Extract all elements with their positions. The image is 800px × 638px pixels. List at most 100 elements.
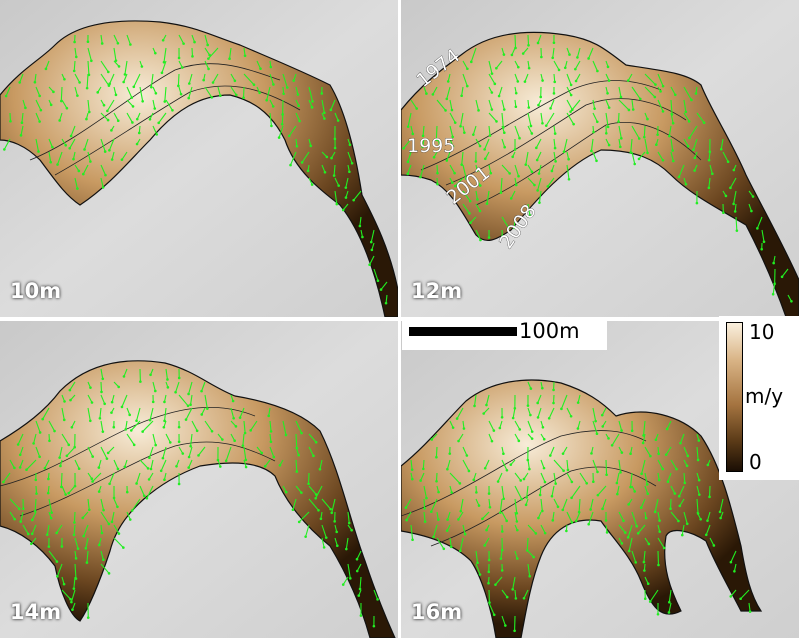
velocity-arrow bbox=[548, 407, 555, 419]
velocity-arrow-head bbox=[550, 494, 554, 498]
velocity-arrow bbox=[48, 550, 58, 562]
velocity-arrow-head bbox=[177, 482, 181, 486]
velocity-arrow-head bbox=[284, 490, 288, 494]
velocity-arrow bbox=[538, 164, 542, 174]
velocity-arrow-head bbox=[219, 465, 222, 468]
velocity-arrow bbox=[100, 164, 106, 176]
velocity-arrow bbox=[410, 459, 413, 470]
velocity-arrow-head bbox=[656, 612, 660, 616]
velocity-arrow bbox=[460, 498, 464, 512]
velocity-arrow bbox=[162, 446, 167, 459]
velocity-arrow bbox=[165, 368, 168, 380]
velocity-arrow bbox=[74, 86, 78, 96]
velocity-arrow-head bbox=[141, 430, 144, 433]
velocity-arrow bbox=[290, 151, 297, 166]
velocity-arrow-head bbox=[108, 482, 111, 486]
velocity-arrow-head bbox=[450, 108, 454, 112]
velocity-arrow-head bbox=[499, 191, 503, 194]
velocity-arrow-head bbox=[596, 493, 600, 497]
velocity-arrow-head bbox=[485, 528, 488, 532]
velocity-arrow bbox=[460, 112, 464, 127]
velocity-arrow-head bbox=[135, 142, 139, 146]
velocity-arrow bbox=[106, 99, 115, 112]
velocity-arrow bbox=[642, 420, 646, 436]
velocity-arrow-head bbox=[487, 558, 491, 562]
velocity-arrow bbox=[308, 485, 317, 495]
velocity-arrow bbox=[667, 472, 672, 482]
velocity-arrow-head bbox=[649, 454, 652, 458]
velocity-arrow-head bbox=[64, 143, 68, 147]
velocity-arrow-head bbox=[692, 148, 695, 152]
velocity-arrow bbox=[126, 511, 131, 520]
velocity-arrow bbox=[526, 537, 529, 551]
velocity-arrow-head bbox=[107, 522, 111, 526]
velocity-arrow bbox=[243, 446, 247, 461]
velocity-arrow bbox=[87, 47, 92, 61]
velocity-arrow bbox=[85, 537, 89, 549]
velocity-arrow-head bbox=[310, 183, 314, 186]
velocity-arrow-head bbox=[50, 511, 53, 514]
velocity-arrow bbox=[482, 511, 490, 520]
velocity-arrow-head bbox=[551, 56, 555, 60]
velocity-arrow-head bbox=[410, 468, 414, 471]
velocity-arrow-head bbox=[116, 119, 120, 123]
velocity-arrow bbox=[545, 112, 555, 126]
velocity-arrow bbox=[282, 420, 287, 436]
velocity-arrow-head bbox=[76, 187, 79, 190]
velocity-arrow-head bbox=[154, 51, 157, 55]
velocity-arrow-head bbox=[458, 482, 462, 485]
velocity-arrow-head bbox=[129, 429, 133, 432]
velocity-arrow bbox=[19, 73, 24, 83]
velocity-arrow-head bbox=[479, 238, 482, 242]
velocity-arrow bbox=[359, 216, 362, 227]
velocity-arrow bbox=[588, 47, 594, 59]
velocity-arrow bbox=[131, 498, 141, 511]
velocity-arrow-head bbox=[677, 494, 681, 498]
velocity-arrow-head bbox=[423, 507, 426, 510]
velocity-arrow-head bbox=[58, 119, 61, 122]
velocity-arrow bbox=[592, 112, 598, 123]
velocity-arrow-head bbox=[148, 418, 152, 422]
velocity-arrow bbox=[618, 125, 622, 139]
velocity-arrow-head bbox=[662, 546, 666, 550]
velocity-arrow-head bbox=[570, 521, 574, 524]
velocity-arrow-head bbox=[330, 511, 334, 515]
velocity-arrow-head bbox=[219, 94, 222, 98]
velocity-arrow bbox=[20, 125, 24, 136]
velocity-arrow-head bbox=[511, 588, 515, 591]
velocity-arrow bbox=[577, 420, 581, 429]
velocity-arrow-head bbox=[323, 111, 326, 115]
velocity-arrow-head bbox=[605, 531, 609, 534]
panel-label: 10m bbox=[10, 279, 62, 303]
velocity-arrow bbox=[87, 60, 90, 75]
velocity-arrow-head bbox=[210, 429, 214, 433]
velocity-arrow-head bbox=[122, 80, 125, 84]
velocity-arrow-head bbox=[684, 182, 688, 186]
velocity-arrow-head bbox=[771, 292, 775, 296]
velocity-arrow bbox=[592, 151, 598, 161]
velocity-arrow-head bbox=[72, 587, 76, 590]
velocity-arrow-head bbox=[514, 105, 518, 109]
velocity-arrow-head bbox=[459, 124, 462, 128]
velocity-arrow-head bbox=[733, 210, 737, 213]
velocity-arrow bbox=[708, 177, 711, 188]
velocity-arrow bbox=[475, 177, 481, 186]
velocity-arrow bbox=[668, 589, 672, 603]
velocity-arrow-head bbox=[263, 464, 267, 468]
velocity-arrow bbox=[681, 524, 685, 536]
velocity-arrow bbox=[501, 511, 508, 522]
velocity-arrow-head bbox=[522, 477, 526, 481]
velocity-arrow-head bbox=[30, 542, 33, 546]
velocity-arrow-head bbox=[91, 455, 94, 458]
velocity-arrow-head bbox=[643, 597, 647, 600]
velocity-arrow-head bbox=[530, 430, 534, 433]
velocity-arrow-head bbox=[626, 536, 630, 539]
velocity-arrow-head bbox=[411, 477, 414, 481]
velocity-arrow bbox=[644, 86, 656, 98]
velocity-arrow-head bbox=[451, 426, 455, 429]
velocity-arrow-head bbox=[132, 443, 136, 447]
velocity-arrow-head bbox=[693, 156, 697, 160]
velocity-arrow bbox=[527, 524, 537, 534]
velocity-arrow bbox=[19, 446, 24, 455]
velocity-arrow bbox=[266, 86, 271, 101]
